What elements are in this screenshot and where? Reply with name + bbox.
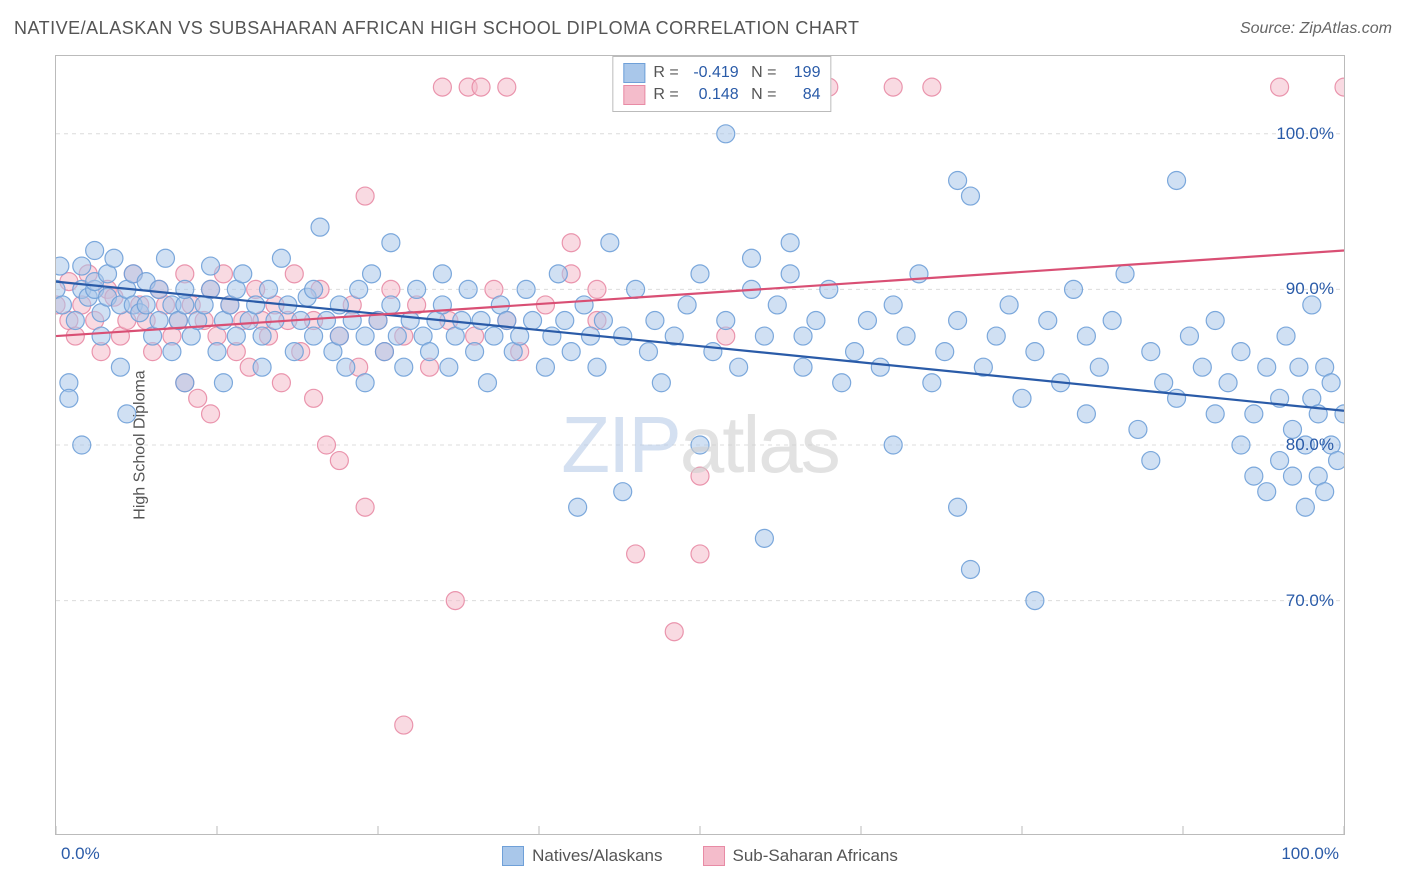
y-tick-label: 70.0% [1286,591,1334,611]
legend-item-1: Sub-Saharan Africans [703,846,898,866]
y-tick-label: 80.0% [1286,435,1334,455]
r-value-1: 0.148 [687,86,739,104]
scatter-chart [56,56,1344,834]
stats-row-0: R = -0.419 N = 199 [623,63,820,83]
plot-area: High School Diploma ZIPatlas R = -0.419 … [55,55,1345,835]
stats-swatch-1 [623,85,645,105]
y-tick-label: 100.0% [1276,124,1334,144]
stats-row-1: R = 0.148 N = 84 [623,85,820,105]
stats-box: R = -0.419 N = 199 R = 0.148 N = 84 [612,56,831,112]
legend-label-0: Natives/Alaskans [532,846,662,866]
n-value-0: 199 [784,64,820,82]
legend-item-0: Natives/Alaskans [502,846,662,866]
y-tick-label: 90.0% [1286,279,1334,299]
source-label: Source: ZipAtlas.com [1240,20,1392,38]
x-tick-label: 100.0% [1281,844,1339,864]
stats-swatch-0 [623,63,645,83]
n-value-1: 84 [784,86,820,104]
legend-swatch-0 [502,846,524,866]
bottom-legend: Natives/Alaskans Sub-Saharan Africans [56,846,1344,866]
y-axis-label: High School Diploma [132,370,150,519]
legend-label-1: Sub-Saharan Africans [733,846,898,866]
legend-swatch-1 [703,846,725,866]
x-tick-label: 0.0% [61,844,100,864]
chart-title: NATIVE/ALASKAN VS SUBSAHARAN AFRICAN HIG… [14,18,860,38]
chart-header: NATIVE/ALASKAN VS SUBSAHARAN AFRICAN HIG… [14,18,1392,48]
r-value-0: -0.419 [687,64,739,82]
